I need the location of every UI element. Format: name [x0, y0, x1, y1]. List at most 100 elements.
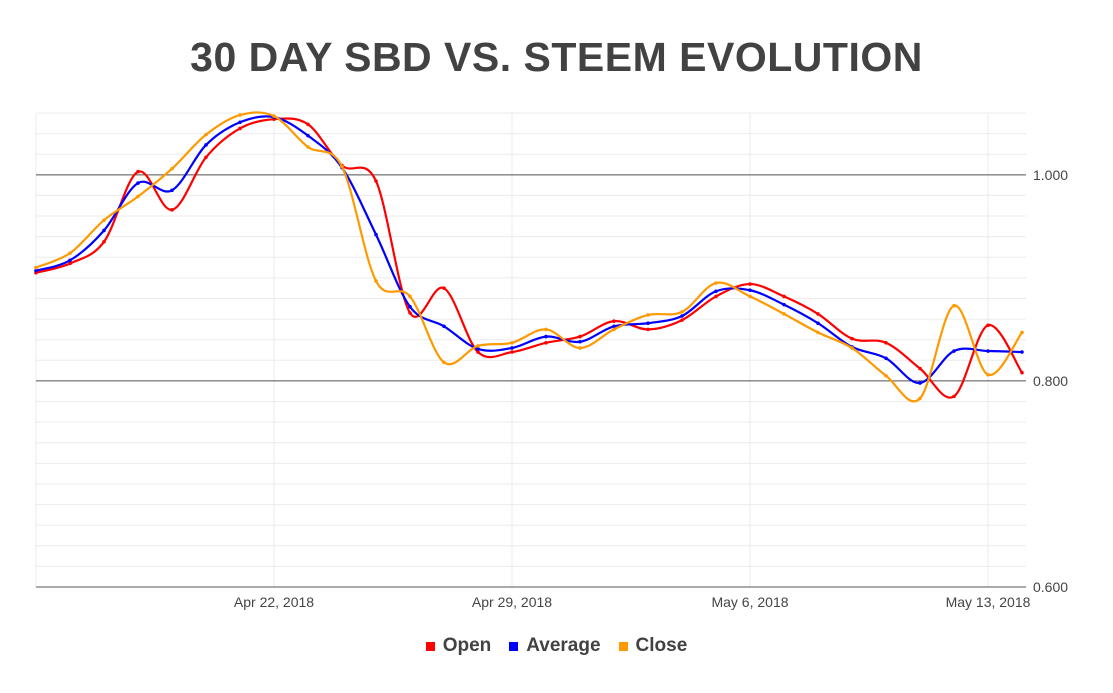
data-point-close: [612, 327, 616, 332]
data-point-open: [170, 208, 174, 212]
data-point-average: [238, 120, 242, 125]
data-point-average: [646, 321, 650, 326]
data-point-open: [136, 169, 140, 174]
legend-swatch: [509, 641, 519, 651]
data-point-close: [578, 346, 582, 350]
data-point-open: [544, 340, 548, 345]
data-point-average: [782, 302, 786, 307]
data-point-close: [374, 279, 378, 283]
data-point-close: [986, 372, 990, 377]
data-point-open: [850, 336, 854, 341]
data-point-close: [748, 294, 752, 299]
data-point-close: [850, 346, 854, 350]
data-point-close: [306, 145, 310, 149]
data-point-close: [884, 373, 888, 378]
data-point-close: [782, 312, 786, 316]
data-point-close: [1020, 330, 1024, 335]
y-tick-label: 0.800: [1033, 373, 1068, 389]
data-point-close: [204, 132, 208, 137]
data-point-close: [544, 327, 548, 332]
data-point-close: [68, 251, 72, 255]
data-point-average: [952, 349, 956, 353]
data-point-average: [136, 181, 140, 185]
legend-item-average[interactable]: Average: [509, 635, 601, 657]
data-point-close: [680, 310, 684, 314]
data-point-open: [68, 261, 72, 266]
chart-title: 30 DAY SBD VS. STEEM EVOLUTION: [190, 34, 923, 80]
data-point-open: [204, 155, 208, 160]
data-point-average: [68, 258, 72, 263]
data-point-average: [170, 188, 174, 193]
series-line-open: [35, 117, 1023, 399]
data-point-open: [408, 311, 412, 315]
data-point-open: [306, 122, 310, 127]
data-point-average: [442, 324, 446, 329]
data-point-open: [578, 334, 582, 339]
data-point-average: [476, 347, 480, 351]
data-point-average: [408, 304, 412, 309]
data-point-open: [1020, 370, 1024, 375]
y-tick-label: 0.600: [1033, 579, 1068, 595]
data-point-close: [340, 164, 344, 169]
data-point-close: [408, 294, 412, 299]
data-point-open: [102, 240, 106, 244]
legend-item-open[interactable]: Open: [425, 635, 492, 657]
legend-label: Close: [635, 635, 688, 656]
data-point-close: [238, 113, 242, 117]
legend-label: Average: [526, 635, 601, 656]
data-point-open: [612, 319, 616, 323]
data-point-open: [646, 327, 650, 332]
data-point-close: [34, 265, 38, 270]
data-point-open: [238, 126, 242, 131]
data-point-average: [544, 334, 548, 339]
data-point-open: [782, 294, 786, 299]
data-point-close: [510, 340, 514, 345]
data-point-average: [714, 289, 718, 294]
data-point-close: [170, 166, 174, 171]
x-tick-label: May 6, 2018: [711, 594, 788, 610]
data-point-open: [952, 394, 956, 399]
data-point-open: [816, 312, 820, 316]
data-point-average: [306, 133, 310, 138]
data-point-open: [510, 350, 514, 354]
data-point-average: [680, 314, 684, 318]
data-point-close: [816, 330, 820, 335]
data-point-open: [476, 350, 480, 354]
x-tick-label: Apr 22, 2018: [234, 594, 314, 610]
x-tick-label: Apr 29, 2018: [472, 594, 552, 610]
data-point-close: [136, 194, 140, 199]
data-point-average: [748, 288, 752, 293]
data-point-average: [816, 321, 820, 326]
legend-swatch: [618, 641, 628, 651]
legend-item-close[interactable]: Close: [618, 635, 688, 657]
data-point-average: [578, 339, 582, 344]
data-point-close: [102, 218, 106, 222]
data-point-average: [34, 268, 38, 273]
data-point-average: [884, 356, 888, 361]
data-point-average: [510, 346, 514, 350]
data-point-average: [612, 324, 616, 329]
data-point-open: [748, 282, 752, 286]
data-point-open: [918, 366, 922, 371]
data-point-close: [442, 360, 446, 365]
legend-label: Open: [442, 635, 492, 656]
data-point-close: [714, 281, 718, 285]
data-point-open: [986, 323, 990, 328]
data-point-open: [442, 286, 446, 290]
legend: Open Average Close: [0, 635, 1113, 657]
data-point-open: [680, 318, 684, 322]
y-tick-label: 1.000: [1033, 167, 1068, 183]
data-point-average: [918, 381, 922, 385]
data-point-average: [102, 228, 106, 233]
data-point-close: [646, 313, 650, 317]
data-point-close: [476, 344, 480, 348]
legend-swatch: [425, 641, 435, 651]
data-point-close: [918, 396, 922, 401]
data-point-average: [204, 143, 208, 147]
data-point-average: [374, 232, 378, 237]
data-point-open: [374, 179, 378, 183]
x-tick-label: May 13, 2018: [946, 594, 1031, 610]
data-point-close: [952, 303, 956, 308]
data-point-close: [272, 114, 276, 118]
